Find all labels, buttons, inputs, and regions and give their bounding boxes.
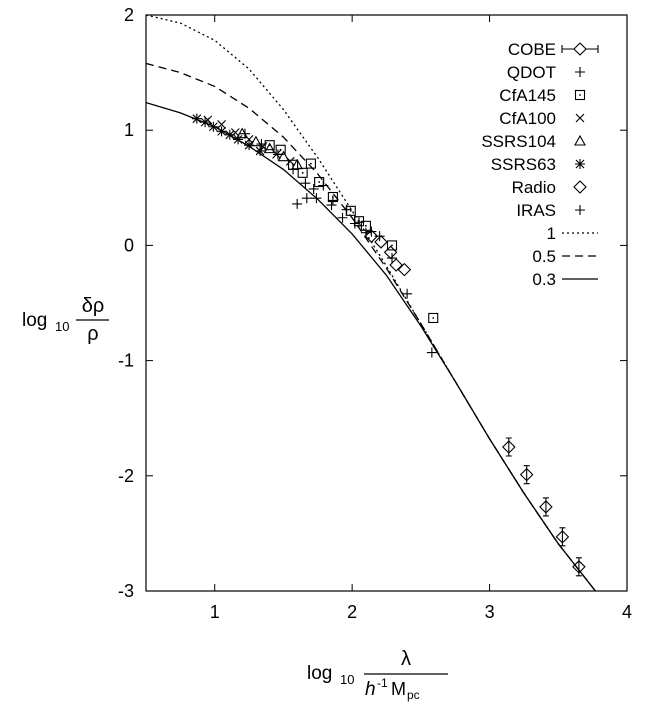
model-curve-1 <box>146 15 596 591</box>
legend-label: SSRS63 <box>491 155 556 174</box>
point-iras <box>301 193 312 204</box>
y-label-sub: 10 <box>55 319 69 334</box>
data-points <box>191 113 586 577</box>
x-tick-label: 4 <box>622 602 632 622</box>
point-cfa145 <box>305 158 316 169</box>
point-cfa145 <box>428 312 439 324</box>
y-tick-label: -1 <box>118 351 134 371</box>
point-iras <box>360 227 371 238</box>
plot-frame <box>145 14 628 592</box>
model-curve-0-3 <box>146 101 596 591</box>
legend-swatch <box>574 134 586 146</box>
legend-label: CfA100 <box>499 109 556 128</box>
point-qdot <box>366 226 377 237</box>
y-tick-label: -2 <box>118 466 134 486</box>
point-cobe <box>502 437 516 457</box>
point-cobe <box>572 557 586 577</box>
legend-swatch <box>575 113 585 123</box>
point-qdot <box>311 193 322 204</box>
point-ssrs104 <box>236 127 249 139</box>
point-qdot <box>300 178 311 189</box>
point-iras <box>386 253 397 264</box>
legend-swatch <box>573 180 587 194</box>
x-tick-label: 2 <box>347 602 357 622</box>
axis-ticks: 1 2 3 4 2 1 0 -1 -2 -3 <box>118 5 632 622</box>
point-iras <box>426 347 437 358</box>
point-ssrs63 <box>208 121 219 132</box>
y-tick-label: -3 <box>118 581 134 601</box>
point-ssrs104 <box>277 150 290 162</box>
x-tick-label: 3 <box>485 602 495 622</box>
y-axis-label: log 10 δρ ρ <box>22 295 109 345</box>
x-axis-label: log 10 λ h -1 M pc <box>307 648 448 702</box>
point-iras <box>337 212 348 223</box>
legend: COBE QDOT CfA145 CfA100 SSRS104 SSRS63 Radio IR… <box>481 40 599 289</box>
point-cobe <box>555 527 570 547</box>
point-ssrs63 <box>233 134 244 145</box>
point-iras <box>308 183 319 194</box>
point-iras <box>349 218 360 229</box>
point-radio <box>383 245 398 260</box>
legend-swatch <box>575 159 585 169</box>
x-label-den-sub: pc <box>407 688 420 702</box>
y-tick-label: 1 <box>124 120 134 140</box>
point-iras <box>318 180 329 191</box>
point-cfa145 <box>345 205 356 216</box>
point-ssrs63 <box>224 129 235 140</box>
point-cobe <box>519 465 534 485</box>
y-label-numerator: δρ <box>82 295 105 317</box>
point-iras <box>374 231 385 242</box>
point-cobe <box>539 497 553 517</box>
x-tick-label: 1 <box>210 602 220 622</box>
point-ssrs104 <box>291 158 304 170</box>
legend-swatch <box>575 205 585 215</box>
point-ssrs63 <box>191 113 202 124</box>
point-cfa145 <box>386 240 398 251</box>
point-ssrs63 <box>216 126 227 137</box>
point-iras <box>292 198 303 209</box>
legend-label: COBE <box>508 40 556 59</box>
x-label-den-M: M <box>391 679 406 699</box>
point-ssrs63 <box>244 140 255 151</box>
legend-label: SSRS104 <box>481 132 556 151</box>
legend-swatch-cobe <box>561 42 599 56</box>
y-tick-label: 2 <box>124 5 134 25</box>
point-ssrs63 <box>255 145 266 156</box>
legend-label: 1 <box>547 224 556 243</box>
point-radio <box>397 262 412 277</box>
point-ssrs63 <box>200 117 211 128</box>
point-iras <box>402 288 413 299</box>
x-label-sub: 10 <box>340 672 354 687</box>
legend-label: 0.5 <box>532 247 556 266</box>
y-tick-label: 0 <box>124 235 134 255</box>
point-cfa145 <box>297 167 308 178</box>
y-label-denominator: ρ <box>87 323 98 345</box>
x-label-numerator: λ <box>401 648 411 670</box>
legend-label: IRAS <box>516 201 556 220</box>
point-ssrs104 <box>250 135 262 147</box>
legend-label: QDOT <box>507 63 556 82</box>
legend-swatch <box>574 89 586 101</box>
point-iras <box>327 195 338 206</box>
x-label-prefix: log <box>307 663 332 684</box>
x-label-den-h: h <box>365 679 376 700</box>
legend-label: 0.3 <box>532 270 556 289</box>
point-radio <box>374 235 388 249</box>
point-radio <box>364 229 379 243</box>
point-cfa100 <box>217 120 226 129</box>
x-label-den-sup: -1 <box>377 676 388 690</box>
y-label-prefix: log <box>22 310 47 331</box>
legend-swatch <box>575 67 585 77</box>
point-ssrs104 <box>263 142 276 154</box>
legend-label: CfA145 <box>499 86 556 105</box>
legend-label: Radio <box>512 178 556 197</box>
